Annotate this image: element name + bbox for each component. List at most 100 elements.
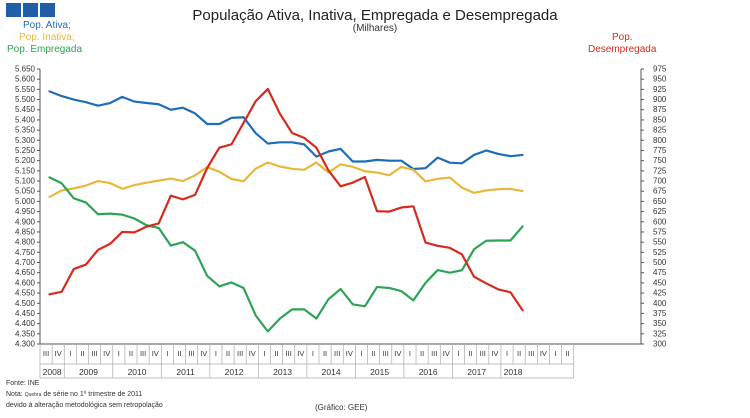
left-tick-label: 4.700	[15, 258, 36, 267]
right-tick-label: 675	[653, 187, 667, 196]
right-tick-label: 375	[653, 309, 667, 318]
quarter-label: IV	[491, 349, 498, 358]
note-prefix: Nota:	[6, 391, 25, 398]
left-tick-label: 4.500	[15, 299, 36, 308]
quarter-label: III	[237, 349, 243, 358]
quarter-label: IV	[540, 349, 547, 358]
year-label: 2017	[467, 367, 486, 377]
quarter-label: IV	[297, 349, 304, 358]
year-label: 2009	[79, 367, 98, 377]
right-tick-label: 625	[653, 207, 667, 216]
year-label: 2014	[322, 367, 341, 377]
right-tick-label: 900	[653, 95, 667, 104]
year-label: 2013	[273, 367, 292, 377]
series-line-pop-ativa	[48, 90, 524, 171]
right-tick-label: 925	[653, 85, 667, 94]
quarter-label: III	[480, 349, 486, 358]
quarter-label: I	[409, 349, 411, 358]
legend-inativa: Pop. Inativa;	[19, 32, 75, 43]
quarter-label: II	[129, 349, 133, 358]
quarter-label: IV	[200, 349, 207, 358]
left-tick-label: 5.550	[15, 85, 36, 94]
logo-block	[23, 3, 38, 17]
quarter-label: I	[506, 349, 508, 358]
left-tick-label: 5.600	[15, 75, 36, 84]
right-tick-label: 825	[653, 126, 667, 135]
right-tick-label: 650	[653, 197, 667, 206]
right-tick-label: 975	[653, 65, 667, 74]
quarter-label: II	[177, 349, 181, 358]
right-tick-label: 575	[653, 227, 667, 236]
year-label: 2011	[176, 367, 195, 377]
quarter-label: II	[566, 349, 570, 358]
left-tick-label: 5.250	[15, 146, 36, 155]
quarter-label: II	[226, 349, 230, 358]
right-tick-label: 425	[653, 289, 667, 298]
gee-logo	[6, 3, 55, 17]
graphic-credit: (Gráfico: GEE)	[315, 403, 368, 412]
left-tick-label: 4.800	[15, 238, 36, 247]
quarter-label: I	[360, 349, 362, 358]
quarter-label: III	[334, 349, 340, 358]
left-tick-label: 4.400	[15, 319, 36, 328]
left-tick-label: 4.600	[15, 278, 36, 287]
quarter-label: I	[312, 349, 314, 358]
quarter-label: I	[166, 349, 168, 358]
left-tick-label: 5.150	[15, 166, 36, 175]
quarter-label: III	[91, 349, 97, 358]
quarter-label: III	[43, 349, 49, 358]
left-tick-label: 4.650	[15, 268, 36, 277]
quarter-label: II	[80, 349, 84, 358]
quarter-label: III	[383, 349, 389, 358]
quarter-label: III	[140, 349, 146, 358]
quarter-label: III	[188, 349, 194, 358]
left-tick-label: 4.550	[15, 289, 36, 298]
quarter-label: IV	[103, 349, 110, 358]
quarter-label: III	[528, 349, 534, 358]
quarter-label: II	[517, 349, 521, 358]
left-tick-label: 5.400	[15, 115, 36, 124]
quarter-label: I	[69, 349, 71, 358]
right-tick-label: 950	[653, 75, 667, 84]
note-rest: de série no 1º trimestre de 2011	[41, 391, 143, 398]
right-tick-label: 875	[653, 105, 667, 114]
left-tick-label: 5.100	[15, 177, 36, 186]
quarter-label: II	[420, 349, 424, 358]
legend-desempregada-line1: Pop.	[612, 32, 633, 43]
legend-desempregada-line2: Desempregada	[588, 44, 657, 55]
quarter-label: I	[457, 349, 459, 358]
year-label: 2012	[225, 367, 244, 377]
right-tick-label: 400	[653, 299, 667, 308]
quarter-label: IV	[249, 349, 256, 358]
year-label: 2008	[43, 367, 62, 377]
series-group	[48, 87, 524, 333]
right-tick-label: 850	[653, 115, 667, 124]
break-note-line2: devido à alteração metodológica sem retr…	[6, 402, 163, 409]
quarter-label: I	[215, 349, 217, 358]
left-tick-label: 5.350	[15, 126, 36, 135]
left-tick-label: 4.350	[15, 329, 36, 338]
logo-block	[40, 3, 55, 17]
chart-title: População Ativa, Inativa, Empregada e De…	[192, 7, 558, 24]
right-tick-label: 750	[653, 156, 667, 165]
left-tick-label: 4.850	[15, 227, 36, 236]
year-label: 2018	[504, 367, 523, 377]
right-tick-label: 325	[653, 329, 667, 338]
left-tick-label: 4.950	[15, 207, 36, 216]
left-tick-label: 4.300	[15, 340, 36, 349]
break-note: Nota: Quebra de série no 1º trimestre de…	[6, 391, 142, 398]
legend-ativa: Pop. Ativa;	[23, 20, 71, 31]
quarter-label: III	[286, 349, 292, 358]
note-small: Quebra	[24, 392, 42, 398]
right-tick-label: 550	[653, 238, 667, 247]
legend-empregada: Pop. Empregada	[7, 44, 83, 55]
quarter-label: IV	[55, 349, 62, 358]
left-tick-label: 5.500	[15, 95, 36, 104]
series-line-pop-empregada	[48, 176, 524, 333]
left-tick-label: 5.200	[15, 156, 36, 165]
left-tick-label: 5.300	[15, 136, 36, 145]
series-line-pop-inativa	[48, 161, 524, 199]
left-tick-label: 4.450	[15, 309, 36, 318]
left-tick-label: 4.900	[15, 217, 36, 226]
